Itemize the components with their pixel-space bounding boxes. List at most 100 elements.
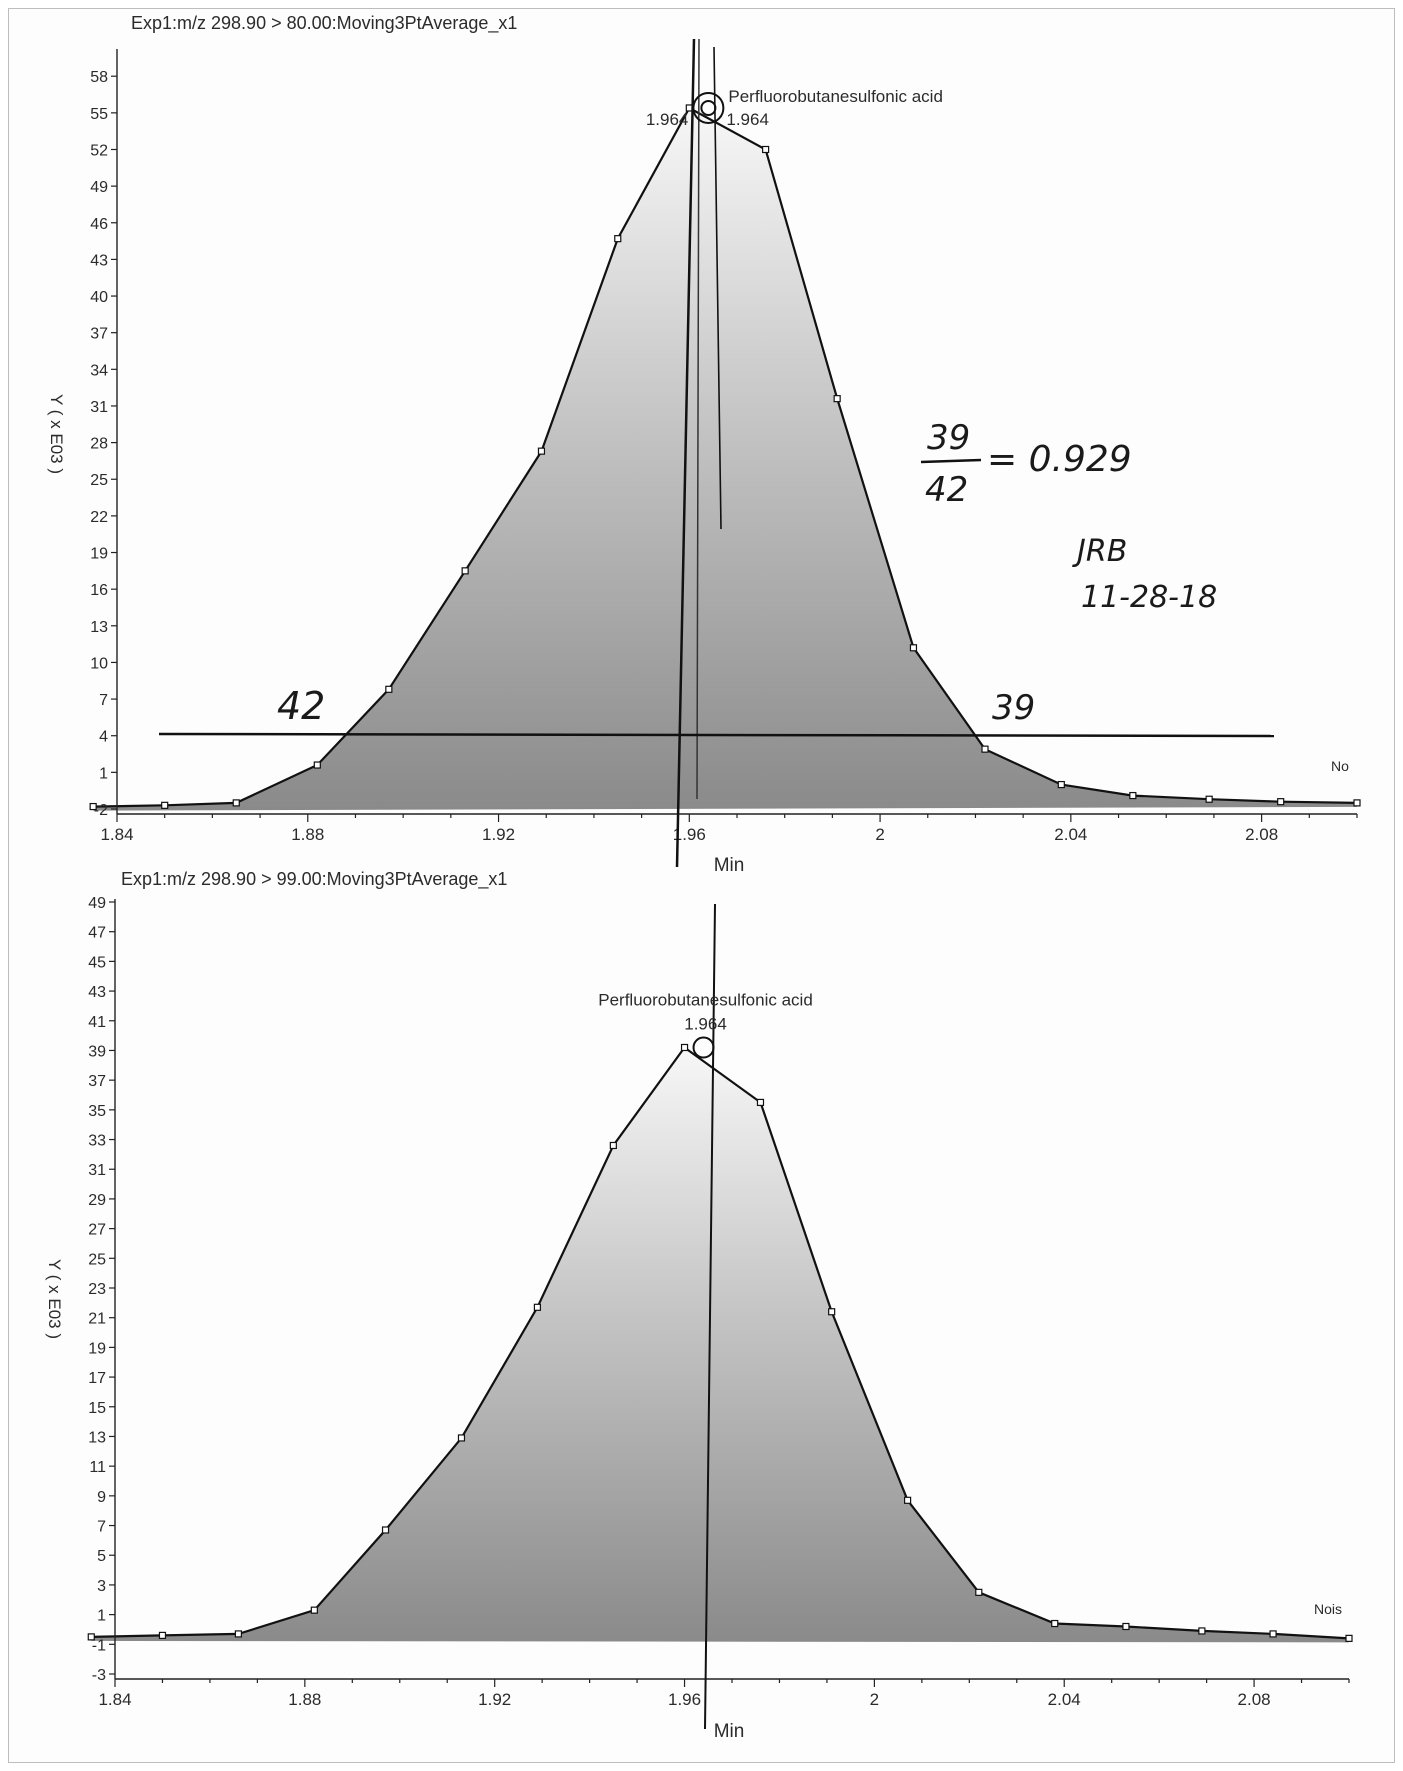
y-axis-label: Y ( x E03 ) (47, 394, 66, 474)
y-tick-label: 1 (97, 1608, 106, 1625)
y-tick-label: 45 (88, 954, 106, 971)
handwritten-left-width: 42 (277, 684, 325, 728)
x-tick-label: 2 (875, 825, 884, 844)
y-tick-label: 5 (97, 1548, 106, 1565)
y-tick-label: 49 (90, 179, 108, 196)
retention-time-right: 1.964 (726, 110, 769, 129)
x-axis-label: Min (714, 1721, 745, 1742)
x-tick-label: 2.08 (1238, 1690, 1271, 1709)
y-tick-label: 7 (97, 1519, 106, 1536)
y-tick-label: 52 (90, 142, 108, 159)
y-tick-label: -3 (92, 1667, 106, 1684)
drawn-vertical-line (696, 38, 700, 800)
y-tick-label: 58 (90, 69, 108, 86)
x-ticks: 1.84 1.88 1.92 1.96 2 2.04 2.08 (98, 1679, 1350, 1709)
y-tick-label: 17 (88, 1370, 106, 1387)
handwritten-date: 11-28-18 (1081, 580, 1217, 615)
y-tick-label: -2 (94, 802, 108, 819)
y-tick-label: 13 (88, 1429, 106, 1446)
y-tick-label: 27 (88, 1222, 106, 1239)
y-tick-label: 23 (88, 1281, 106, 1298)
y-tick-label: 35 (88, 1103, 106, 1120)
data-point (1129, 791, 1137, 800)
data-point (975, 1588, 983, 1596)
data-point (1057, 780, 1065, 789)
y-tick-label: 37 (88, 1073, 106, 1090)
x-tick-label: 1.84 (98, 1690, 131, 1709)
y-tick-label: 31 (90, 399, 108, 416)
side-label: Nois (1314, 1601, 1342, 1617)
y-tick-label: 21 (88, 1311, 106, 1328)
data-point (609, 1141, 617, 1150)
chart-panel-1: Exp1:m/z 298.90 > 80.00:Moving3PtAverage… (47, 13, 1361, 876)
data-point (1051, 1619, 1059, 1628)
data-point (828, 1308, 836, 1316)
y-tick-label: 13 (90, 619, 108, 636)
peak-marker (692, 91, 725, 124)
y-tick-label: 34 (90, 362, 108, 379)
drawn-vertical-line (704, 903, 716, 1730)
data-point (232, 799, 240, 807)
y-tick-label: 41 (88, 1014, 106, 1031)
y-tick-label: 15 (88, 1400, 106, 1417)
handwritten-right-width: 39 (992, 688, 1035, 728)
y-ticks: -2 1 4 7 10 13 16 19 22 25 28 31 34 37 40 43 46 49 52 55 58 (90, 69, 117, 819)
handwritten-ratio-denominator: 42 (925, 470, 968, 510)
data-point (1277, 798, 1285, 806)
data-point (756, 1098, 765, 1107)
data-point (385, 685, 393, 693)
y-tick-label: 4 (99, 729, 108, 746)
drawn-baseline-line (158, 732, 1275, 738)
y-tick-label: 47 (88, 925, 106, 942)
data-point (537, 447, 546, 455)
y-tick-label: 39 (88, 1043, 106, 1060)
y-tick-label: 19 (90, 546, 108, 563)
trace-line (93, 106, 1358, 808)
y-tick-label: 11 (89, 1459, 106, 1476)
y-tick-label: 40 (90, 289, 108, 306)
drawn-vertical-line (675, 38, 696, 868)
data-point (909, 644, 918, 652)
y-tick-label: 19 (88, 1340, 106, 1357)
y-tick-label: 3 (97, 1578, 106, 1595)
x-tick-label: 2 (870, 1690, 879, 1709)
data-point (1198, 1627, 1206, 1635)
data-point (981, 745, 989, 753)
y-tick-label: 22 (90, 509, 108, 526)
y-tick-label: 10 (90, 655, 108, 672)
retention-time-left: 1.964 (646, 110, 689, 129)
y-tick-label: 28 (90, 436, 108, 453)
data-point (533, 1303, 542, 1311)
y-tick-label: 37 (90, 326, 108, 343)
handwritten-initials: JRB (1072, 534, 1127, 569)
y-tick-label: 25 (90, 472, 108, 489)
y-tick-label: 29 (88, 1192, 106, 1209)
data-point (158, 1631, 167, 1640)
peak-label: Perfluorobutanesulfonic acid (728, 87, 943, 106)
drawn-vertical-line (713, 46, 722, 530)
peak-area (91, 1047, 1349, 1643)
y-tick-label: 1 (99, 765, 108, 782)
x-tick-label: 1.88 (288, 1690, 321, 1709)
x-tick-label: 1.92 (482, 825, 515, 844)
retention-time: 1.964 (684, 1014, 727, 1033)
x-ticks: 1.84 1.88 1.92 1.96 2 2.04 2.08 (100, 814, 1358, 844)
x-tick-label: 1.88 (291, 825, 324, 844)
y-ticks: -3-1135791113151719212325272931333537394… (88, 895, 115, 1684)
chromatogram-page: Exp1:m/z 298.90 > 80.00:Moving3PtAverage… (8, 8, 1395, 1763)
x-tick-label: 1.92 (478, 1690, 511, 1709)
data-points (87, 1043, 1353, 1642)
data-point (1345, 1634, 1353, 1642)
data-point (1353, 799, 1361, 807)
x-tick-label: 2.08 (1245, 825, 1278, 844)
chart-title: Exp1:m/z 298.90 > 99.00:Moving3PtAverage… (121, 869, 507, 890)
data-point (1269, 1630, 1277, 1638)
peak-label: Perfluorobutanesulfonic acid (598, 990, 813, 1009)
data-point (904, 1496, 912, 1504)
data-point (833, 395, 841, 403)
data-point (680, 1043, 689, 1052)
data-point (614, 235, 622, 243)
data-point (310, 1606, 318, 1614)
data-point (234, 1630, 242, 1638)
data-point (1122, 1622, 1130, 1631)
